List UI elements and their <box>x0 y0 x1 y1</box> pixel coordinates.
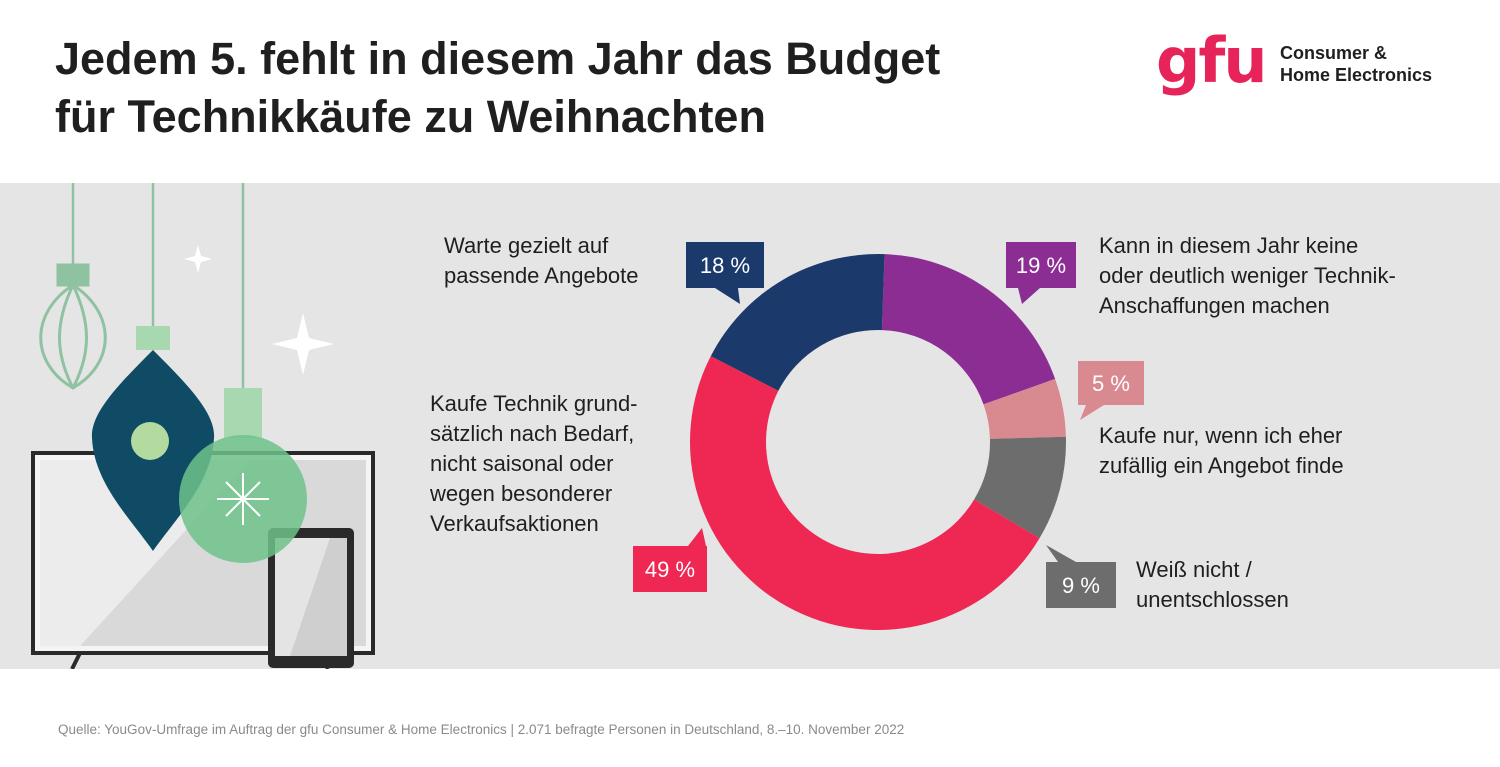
category-label-line: Warte gezielt auf <box>444 233 609 258</box>
callout-box <box>686 242 764 288</box>
round-ornament-icon <box>179 388 307 563</box>
callout-pointer <box>1080 405 1104 420</box>
category-label-line: Kann in diesem Jahr keine <box>1099 233 1359 258</box>
category-label: Warte gezielt auf passende Angebote <box>444 231 639 291</box>
category-label: Kaufe nur, wenn ich eher zufällig ein An… <box>1099 421 1344 481</box>
logo-text: Consumer & Home Electronics <box>1280 42 1432 86</box>
callout-pointer <box>715 288 740 304</box>
logo-line-2: Home Electronics <box>1280 65 1433 85</box>
value-callout: 49 % <box>633 528 707 592</box>
callout-box <box>1078 361 1144 405</box>
category-label: Kann in diesem Jahr keine oder deutlich … <box>1099 231 1396 321</box>
value-callout: 5 % <box>1078 361 1144 420</box>
logo-line-1: Consumer & <box>1280 43 1388 63</box>
category-label-line: zufällig ein Angebot finde <box>1099 453 1344 478</box>
category-label-line: passende Angebote <box>444 263 639 288</box>
data-label: 49 % <box>645 557 695 582</box>
page-title: Jedem 5. fehlt in diesem Jahr das Budget… <box>55 30 1055 146</box>
data-label: 5 % <box>1092 371 1130 396</box>
data-label: 18 % <box>700 253 750 278</box>
callout-box <box>633 546 707 592</box>
category-label-line: Kaufe nur, wenn ich eher <box>1099 423 1343 448</box>
callout-pointer <box>1018 288 1040 304</box>
callout-pointer <box>1046 545 1076 562</box>
donut-callouts: 19 % 5 % 9 % 49 % 18 % <box>633 242 1144 608</box>
data-label: 19 % <box>1016 253 1066 278</box>
category-label-line: Verkaufsaktionen <box>430 511 599 536</box>
category-label: Kaufe Technik grund- sätzlich nach Bedar… <box>430 389 638 539</box>
donut-slice <box>881 254 1056 405</box>
donut-slice <box>710 254 885 391</box>
title-line-1: Jedem 5. fehlt in diesem Jahr das Budget <box>55 33 941 84</box>
category-label-line: wegen besonderer <box>430 481 613 506</box>
category-label-line: Kaufe Technik grund- <box>430 391 638 416</box>
callout-box <box>1046 562 1116 608</box>
donut-slices <box>689 254 1066 631</box>
data-label: 9 % <box>1062 573 1100 598</box>
category-label-line: Anschaffungen machen <box>1099 293 1330 318</box>
value-callout: 9 % <box>1046 545 1116 608</box>
tablet-icon <box>268 528 354 668</box>
callout-box <box>1006 242 1076 288</box>
value-callout: 18 % <box>686 242 764 304</box>
donut-slice <box>689 356 1040 631</box>
category-label: Weiß nicht / unentschlossen <box>1136 555 1289 615</box>
donut-slice <box>974 436 1066 539</box>
donut-slice <box>983 378 1066 439</box>
category-label-line: unentschlossen <box>1136 587 1289 612</box>
category-label-line: sätzlich nach Bedarf, <box>430 421 635 446</box>
value-callout: 19 % <box>1006 242 1076 304</box>
outline-ornament-icon <box>39 263 107 390</box>
logo-mark: gfu <box>1156 24 1267 97</box>
title-line-2: für Technikkäufe zu Weihnachten <box>55 91 766 142</box>
category-label-line: Weiß nicht / <box>1136 557 1252 582</box>
source-note: Quelle: YouGov-Umfrage im Auftrag der gf… <box>58 722 905 737</box>
christmas-illustration <box>31 183 375 669</box>
callout-pointer <box>688 528 706 546</box>
category-label-line: nicht saisonal oder <box>430 451 614 476</box>
sparkle-icon <box>184 245 334 375</box>
gfu-logo: gfu Consumer & Home Electronics <box>1156 24 1456 98</box>
category-label-line: oder deutlich weniger Technik- <box>1099 263 1396 288</box>
